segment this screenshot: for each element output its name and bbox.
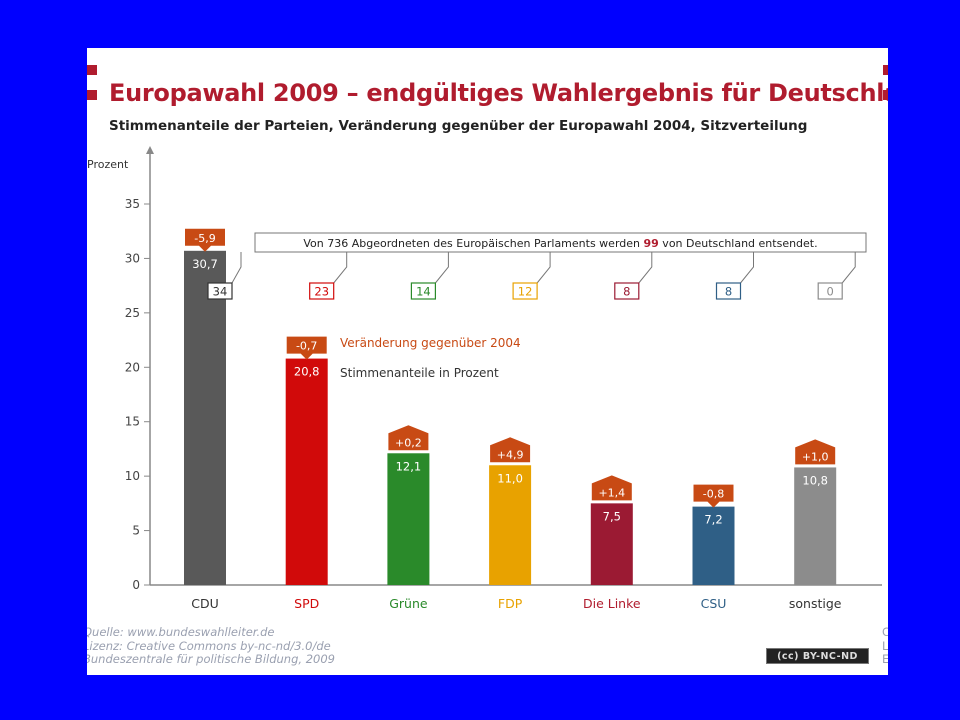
seat-count: 34 <box>213 285 228 299</box>
seats-connector <box>333 252 348 284</box>
seat-count: 12 <box>518 285 533 299</box>
y-tick-label: 35 <box>125 197 140 211</box>
change-badge <box>185 228 225 252</box>
seats-connector <box>536 252 551 284</box>
change-label: +1,0 <box>802 450 829 463</box>
seat-box <box>410 282 436 300</box>
brand-square <box>883 90 888 100</box>
bar-5 <box>692 506 735 585</box>
bar-2 <box>387 453 430 585</box>
legend-change: Veränderung gegenüber 2004 <box>340 336 521 350</box>
category-label: Grüne <box>389 596 428 611</box>
bar-value-label: 20,8 <box>294 365 320 379</box>
seat-count: 14 <box>416 285 431 299</box>
seat-box <box>614 282 640 300</box>
seat-box <box>715 282 742 300</box>
chart-subtitle: Stimmenanteile der Parteien, Veränderung… <box>109 118 808 134</box>
seat-count: 0 <box>827 285 834 299</box>
publisher-line: Bundeszentrale für politische Bildung, 2… <box>87 652 335 666</box>
bar-3 <box>489 465 532 585</box>
seat-box <box>512 282 538 300</box>
seat-box <box>817 282 843 300</box>
category-label: sonstige <box>789 596 842 611</box>
bar-value-label: 7,2 <box>704 513 722 527</box>
change-badge <box>693 484 734 508</box>
seat-box <box>309 282 335 300</box>
seats-connector <box>231 252 242 284</box>
y-tick-label: 5 <box>132 524 140 538</box>
cc-license-badge[interactable]: (cc) BY-NC-ND <box>766 648 869 664</box>
license-line: Lizenz: Creative Commons by-nc-nd/3.0/de <box>87 638 331 653</box>
change-label: +0,2 <box>395 436 422 449</box>
seat-count: 8 <box>623 285 630 299</box>
brand-square <box>883 65 888 75</box>
y-tick-label: 10 <box>125 469 140 483</box>
bar-chart: 0 5 10 15 20 25 30 35 Von 736 Abgeordneten des E… <box>125 146 882 611</box>
category-label: FDP <box>498 596 523 611</box>
y-axis-arrow <box>146 146 154 154</box>
change-badge <box>286 336 327 360</box>
change-badge <box>388 425 429 451</box>
legend-share: Stimmenanteile in Prozent <box>340 366 499 380</box>
seats-connector <box>740 252 754 284</box>
bar-value-label: 12,1 <box>396 459 422 473</box>
seat-count: 8 <box>725 285 732 299</box>
bar-value-label: 7,5 <box>603 509 621 523</box>
change-label: -5,9 <box>194 232 215 245</box>
change-badge <box>490 437 531 463</box>
y-tick-label: 0 <box>132 578 140 592</box>
chart-panel: Europawahl 2009 – endgültiges Wahlergebn… <box>87 48 888 675</box>
seats-note-box <box>254 232 867 253</box>
change-label: +1,4 <box>598 486 625 499</box>
bar-value-label: 11,0 <box>497 471 523 485</box>
change-label: +4,9 <box>497 448 524 461</box>
source-note: Quelle: www.bundeswahlleiter.de Lizenz: … <box>87 625 335 667</box>
y-tick-label: 20 <box>125 360 140 374</box>
change-badge <box>591 475 632 501</box>
bar-0 <box>184 250 226 585</box>
seats-connector <box>841 252 856 284</box>
seats-note-text: Von 736 Abgeordneten des Europäischen Pa… <box>303 237 817 250</box>
brand-square <box>87 65 97 75</box>
seats-connector <box>638 252 653 284</box>
bar-4 <box>590 503 633 585</box>
category-label: SPD <box>294 596 319 611</box>
bar-value-label: 30,7 <box>192 257 218 271</box>
category-label: Die Linke <box>583 596 641 611</box>
seat-count: 23 <box>314 285 329 299</box>
change-badge <box>795 439 836 465</box>
y-tick-label: 25 <box>125 306 140 320</box>
bar-1 <box>285 358 328 585</box>
bar-6 <box>794 467 837 585</box>
chart-title: Europawahl 2009 – endgültiges Wahlergebn… <box>109 79 888 107</box>
y-tick-label: 15 <box>125 415 140 429</box>
y-tick-label: 30 <box>125 251 140 265</box>
y-axis-label: Prozent <box>87 158 129 171</box>
bar-value-label: 10,8 <box>802 473 828 487</box>
change-label: -0,8 <box>703 488 724 501</box>
change-label: -0,7 <box>296 340 317 353</box>
seats-connector <box>435 252 449 284</box>
category-label: CSU <box>701 596 727 611</box>
brand-square <box>87 90 97 100</box>
category-label: CDU <box>191 596 219 611</box>
source-line: Quelle: www.bundeswahlleiter.de <box>87 625 275 639</box>
seat-box <box>207 282 233 300</box>
